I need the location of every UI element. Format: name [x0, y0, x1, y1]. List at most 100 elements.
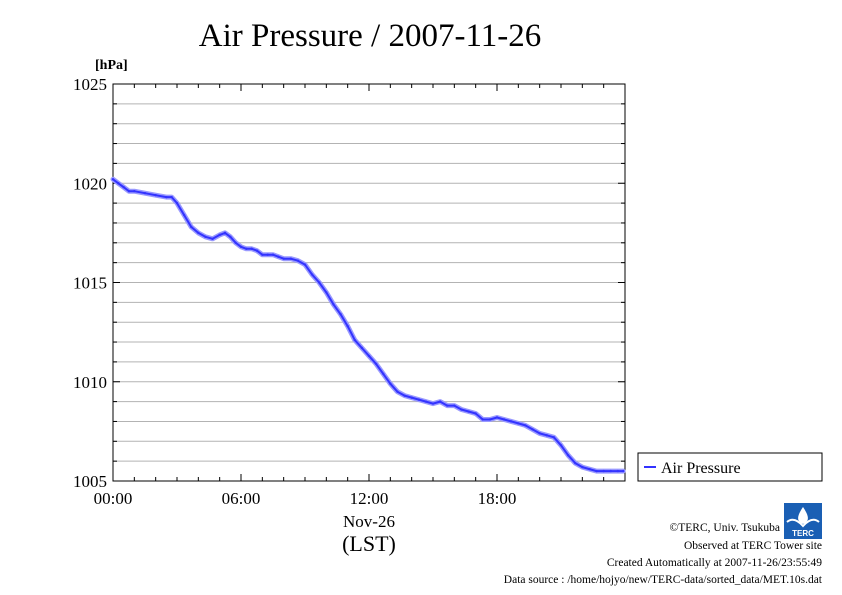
logo-text: TERC	[792, 529, 814, 538]
series-point	[460, 408, 463, 411]
series-point	[488, 418, 492, 421]
series-point	[502, 418, 506, 421]
series-point	[229, 235, 232, 239]
series-point	[117, 182, 120, 185]
series-point	[517, 422, 520, 425]
series-layer	[110, 176, 626, 474]
series-point	[622, 469, 625, 473]
series-point	[396, 390, 399, 393]
series-point	[588, 467, 591, 471]
legend-label: Air Pressure	[661, 460, 741, 477]
series-point	[346, 324, 349, 328]
series-point	[353, 338, 356, 342]
x-axis-date-label: Nov-26	[343, 512, 395, 531]
series-point	[271, 253, 275, 256]
legend-box	[637, 452, 823, 482]
series-point	[318, 281, 321, 284]
series-point	[524, 424, 527, 427]
x-axis-label: (LST)	[342, 531, 396, 556]
series-point	[374, 362, 378, 366]
series-point	[245, 247, 248, 250]
x-tick-label: 00:00	[94, 489, 133, 508]
y-tick-label: 1020	[73, 174, 107, 193]
series-point	[175, 201, 179, 205]
series-point	[474, 412, 477, 415]
series-point	[218, 233, 221, 237]
series-point	[495, 416, 499, 419]
series-point	[143, 191, 147, 195]
series-point	[111, 178, 115, 181]
series-point	[510, 420, 513, 423]
y-tick-label: 1015	[73, 274, 107, 293]
series-point	[403, 394, 406, 397]
series-point	[595, 469, 598, 473]
series-point	[566, 453, 570, 457]
series-point	[261, 253, 264, 256]
series-point	[303, 263, 307, 266]
series-point	[122, 186, 125, 189]
series-point	[552, 436, 556, 439]
series-point	[332, 303, 335, 306]
legend: Air Pressure	[637, 452, 823, 482]
y-axis-unit-label: [hPa]	[95, 58, 128, 73]
series-point	[133, 189, 136, 193]
series-point	[531, 428, 534, 431]
series-point	[165, 195, 168, 199]
series-point	[424, 400, 428, 403]
series-point	[239, 245, 243, 248]
series-point	[296, 259, 300, 262]
series-point	[581, 465, 584, 469]
series-point	[389, 382, 392, 385]
series-point	[325, 291, 328, 294]
chart-title: Air Pressure / 2007-11-26	[199, 18, 541, 54]
series-point	[282, 257, 285, 260]
logo-drop-icon	[798, 507, 808, 524]
series-point	[289, 257, 292, 260]
series-point	[211, 237, 214, 241]
x-axis-ticks: 00:00 06:00 12:00 18:00	[94, 84, 626, 508]
series-point	[382, 372, 385, 376]
series-point	[574, 461, 577, 465]
footer-observed: Observed at TERC Tower site	[684, 540, 822, 552]
series-point	[197, 231, 200, 235]
series-point	[602, 469, 605, 473]
series-point	[431, 402, 435, 405]
series-point	[154, 193, 157, 197]
terc-logo: TERC	[784, 503, 822, 539]
series-point	[277, 255, 280, 258]
series-point	[182, 213, 186, 217]
series-point	[190, 225, 193, 229]
series-point	[438, 400, 442, 403]
series-point	[609, 469, 612, 473]
series-point	[266, 253, 269, 256]
series-point	[417, 398, 420, 401]
x-tick-label: 12:00	[350, 489, 389, 508]
series-point	[255, 249, 259, 252]
y-tick-label: 1025	[73, 75, 107, 94]
logo-wave-icon	[786, 518, 820, 528]
series-point	[223, 231, 227, 235]
x-tick-label: 06:00	[222, 489, 261, 508]
footer-source: Data source : /home/hojyo/new/TERC-data/…	[504, 574, 823, 586]
footer-created: Created Automatically at 2007-11-26/23:5…	[607, 557, 822, 569]
footer-copyright: ©TERC, Univ. Tsukuba	[670, 522, 780, 534]
series-point	[538, 432, 541, 435]
series-point	[446, 404, 449, 407]
series-point	[410, 396, 413, 399]
y-axis-ticks: 1005 1010 1015 1020 1025	[73, 75, 625, 491]
series-point	[339, 313, 342, 316]
y-tick-label: 1005	[73, 472, 107, 491]
series-point	[204, 235, 207, 239]
series-point	[234, 241, 237, 244]
series-point	[545, 434, 548, 437]
series-point	[367, 354, 371, 358]
x-tick-label: 18:00	[478, 489, 517, 508]
series-point	[170, 195, 173, 199]
series-point	[481, 418, 484, 421]
series-point	[127, 189, 131, 193]
series-point	[250, 247, 253, 250]
series-point	[360, 346, 364, 350]
series-line	[112, 178, 625, 473]
y-tick-label: 1010	[73, 373, 107, 392]
